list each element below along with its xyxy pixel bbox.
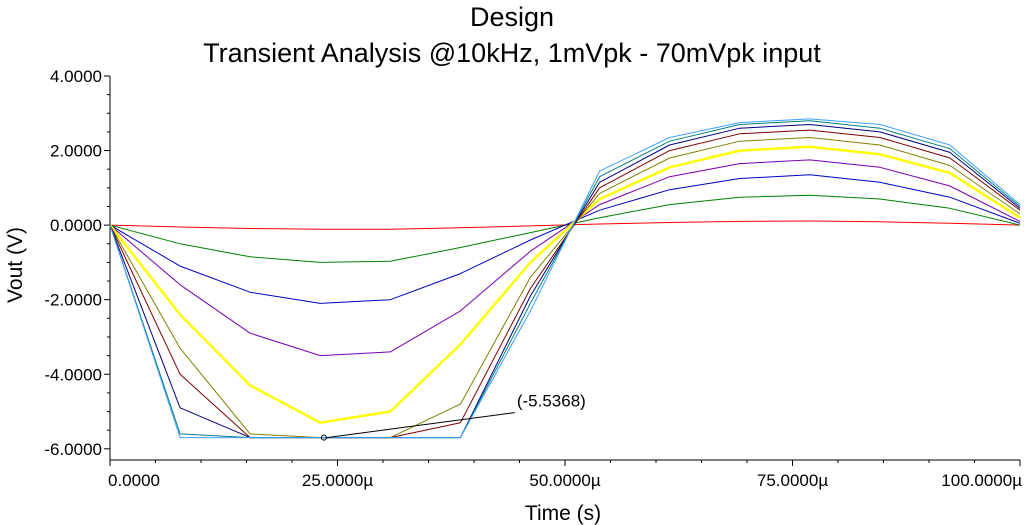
- plot-area: 0.0000 25.0000µ 50.0000µ 75.0000µ 100.0000µ …: [44, 67, 1022, 490]
- annotation-group: (-5.5368): [320, 392, 586, 441]
- x-tick-label: 100.0000µ: [941, 471, 1022, 490]
- x-ticks: 0.0000 25.0000µ 50.0000µ 75.0000µ 100.0000µ: [108, 460, 1022, 490]
- annotation-leader-line: [326, 412, 515, 439]
- y-tick-label: -4.0000: [44, 365, 102, 384]
- series-line-4: [109, 159, 1021, 357]
- y-tick-label: -6.0000: [44, 440, 102, 459]
- chart-subtitle: Transient Analysis @10kHz, 1mVpk - 70mVp…: [203, 38, 821, 68]
- annotation-marker: [320, 434, 327, 441]
- series-group: [109, 118, 1021, 439]
- y-tick-label: 2.0000: [50, 142, 102, 161]
- series-line-10: [109, 118, 1021, 439]
- series-line-3: [109, 174, 1021, 304]
- y-axis-label: Vout (V): [4, 227, 27, 303]
- x-tick-label: 25.0000µ: [302, 471, 373, 490]
- y-ticks: 4.0000 2.0000 0.0000 -2.0000 -4.0000 -6.0000: [44, 67, 110, 459]
- x-axis-label: Time (s): [525, 502, 601, 525]
- chart-title: Design: [470, 2, 554, 32]
- x-tick-label: 50.0000µ: [529, 471, 600, 490]
- series-line-6: [109, 137, 1021, 439]
- x-tick-label: 75.0000µ: [757, 471, 828, 490]
- y-tick-label: 0.0000: [50, 216, 102, 235]
- series-line-8: [109, 124, 1021, 439]
- annotation-label: (-5.5368): [517, 392, 586, 411]
- x-tick-label: 0.0000: [108, 471, 160, 490]
- series-line-5: [109, 145, 1021, 424]
- y-tick-label: 4.0000: [50, 67, 102, 86]
- y-tick-label: -2.0000: [44, 291, 102, 310]
